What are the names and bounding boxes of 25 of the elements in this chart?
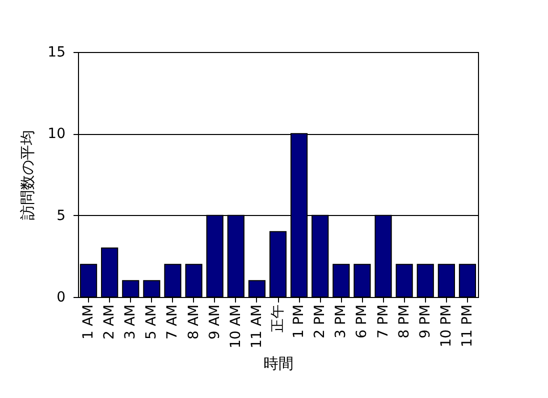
x-tick-label: 8 AM: [186, 304, 202, 340]
x-tick-label: 1 PM: [291, 304, 308, 338]
x-tick-label: 11 AM: [248, 304, 265, 348]
x-axis-title: 時間: [264, 354, 294, 372]
x-tick-label: 10 AM: [228, 304, 244, 348]
x-tick-label: 2 PM: [312, 304, 328, 338]
x-tick-label: 3 PM: [333, 304, 350, 338]
x-tick-label: 8 PM: [396, 304, 412, 338]
y-tick-label: 0: [56, 290, 66, 306]
x-tick-label: 正午: [270, 304, 286, 332]
y-tick-label: 5: [56, 208, 66, 224]
x-tick-label: 7 PM: [375, 304, 392, 338]
x-tick-label: 5 AM: [144, 304, 160, 340]
x-tick-label: 9 PM: [417, 304, 434, 338]
x-tick-label: 10 PM: [438, 304, 454, 348]
x-tick-label: 1 AM: [80, 304, 97, 340]
y-tick-label: 15: [48, 44, 66, 60]
y-tick-label: 10: [48, 126, 66, 142]
x-tick-label: 7 AM: [164, 304, 181, 340]
y-axis-title: 訪問数の平均: [18, 130, 37, 220]
x-tick-label: 11 PM: [459, 304, 476, 348]
x-tick-label: 3 AM: [122, 304, 139, 340]
x-tick-label: 2 AM: [102, 304, 118, 340]
x-tick-label: 6 PM: [354, 304, 370, 338]
x-tick-label: 9 AM: [206, 304, 223, 340]
